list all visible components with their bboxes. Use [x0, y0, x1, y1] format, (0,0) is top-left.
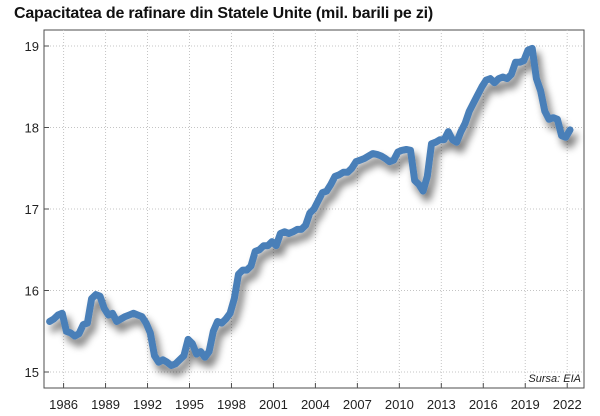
x-tick-label: 1989 [91, 397, 120, 412]
x-tick-label: 2007 [343, 397, 372, 412]
source-note: Sursa: EIA [528, 373, 581, 385]
y-axis: 15 16 17 18 19 [25, 39, 49, 380]
series-line-capacity [46, 44, 574, 369]
x-tick-label: 1986 [49, 397, 78, 412]
y-tick-label: 16 [25, 284, 39, 299]
y-tick-label: 15 [25, 365, 39, 380]
x-axis: 1986 1989 1992 1995 1998 2001 2004 2007 2010 2013… [49, 383, 582, 412]
y-tick-label: 17 [25, 202, 39, 217]
chart-title: Capacitatea de rafinare din Statele Unit… [14, 5, 434, 22]
x-tick-label: 1992 [133, 397, 162, 412]
x-tick-label: 2001 [259, 397, 288, 412]
x-tick-label: 2004 [301, 397, 330, 412]
x-tick-label: 2022 [553, 397, 582, 412]
y-tick-label: 18 [25, 121, 39, 136]
x-tick-label: 2013 [427, 397, 456, 412]
y-tick-label: 19 [25, 39, 39, 54]
x-tick-label: 2019 [511, 397, 540, 412]
x-tick-label: 2010 [385, 397, 414, 412]
x-tick-label: 2016 [469, 397, 498, 412]
x-tick-label: 1995 [175, 397, 204, 412]
x-tick-label: 1998 [217, 397, 246, 412]
